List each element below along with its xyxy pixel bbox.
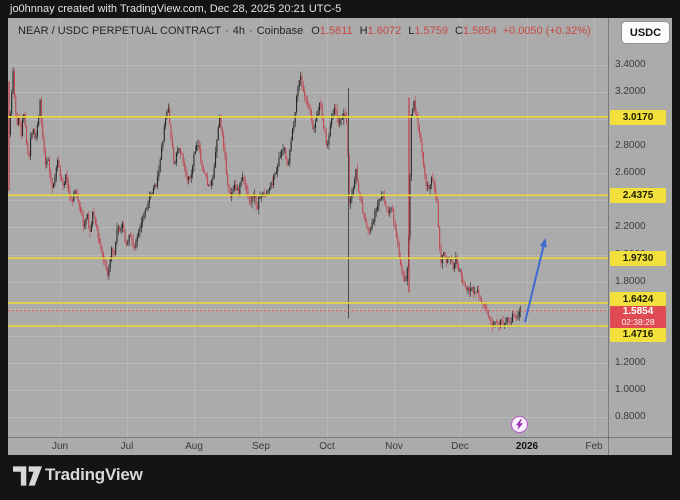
current-price-value: 1.5854 <box>622 306 654 317</box>
high-value: 1.6072 <box>367 25 402 37</box>
time-axis-month-label: Sep <box>252 441 270 452</box>
chart-panel: NEAR / USDC PERPETUAL CONTRACT · 4h · Co… <box>8 18 672 455</box>
time-axis-month-label: Nov <box>385 441 403 452</box>
price-tick-label: 2.6000 <box>615 167 646 179</box>
currency-toggle-button[interactable]: USDC <box>622 22 669 43</box>
time-axis-month-label: Dec <box>451 441 469 452</box>
price-tick-label: 2.8000 <box>615 140 646 152</box>
open-value: 1.5811 <box>319 25 353 37</box>
bar-countdown: 02:38:28 <box>621 317 655 327</box>
tradingview-brand-text: TradingView <box>45 465 143 484</box>
candlestick-canvas[interactable] <box>8 18 608 437</box>
current-price-tag: 1.5854 02:38:28 <box>610 306 666 328</box>
symbol-title: NEAR / USDC PERPETUAL CONTRACT <box>18 25 222 37</box>
low-key: L <box>408 25 415 37</box>
time-axis-month-label: Jun <box>51 441 69 452</box>
time-axis-month-label: Feb <box>585 441 603 452</box>
price-tick-label: 1.2000 <box>615 356 646 368</box>
price-tick-label: 0.8000 <box>615 410 646 422</box>
price-tick-label: 1.0000 <box>615 383 646 395</box>
price-tick-label: 1.8000 <box>615 275 646 287</box>
close-value: 1.5854 <box>462 25 497 37</box>
chart-legend[interactable]: NEAR / USDC PERPETUAL CONTRACT · 4h · Co… <box>18 25 591 37</box>
close-key: C <box>454 25 463 37</box>
separator-dot: · <box>249 25 253 37</box>
low-value: 1.5759 <box>414 25 448 37</box>
attribution-text: jo0hnnay created with TradingView.com, D… <box>10 3 342 15</box>
time-axis-month-label: Aug <box>185 441 203 452</box>
separator-dot: · <box>225 25 229 37</box>
tradingview-logo-icon <box>13 466 42 486</box>
interval-label: 4h <box>232 25 246 37</box>
open-key: O <box>311 25 320 37</box>
price-tick-label: 2.2000 <box>615 221 646 233</box>
level-price-tag: 1.6424 <box>610 291 666 307</box>
price-axis[interactable]: 1.5854 02:38:28 3.4000 3.2000 2.8000 2.6000… <box>608 18 672 455</box>
price-tick-label: 3.4000 <box>615 59 646 70</box>
exchange-label: Coinbase <box>256 25 304 37</box>
level-price-tag: 1.9730 <box>610 250 666 266</box>
event-marker[interactable] <box>511 416 528 433</box>
time-axis-year-label: 2026 <box>515 441 539 452</box>
change-value: +0.0050 (+0.32%) <box>502 25 591 37</box>
level-price-tag: 1.4716 <box>610 326 666 342</box>
level-price-tag: 3.0170 <box>610 109 666 125</box>
candlestick-plot-area[interactable] <box>8 18 608 437</box>
lightning-icon <box>515 419 524 430</box>
high-key: H <box>359 25 368 37</box>
time-axis-month-label: Oct <box>319 441 335 452</box>
footer: TradingView <box>0 455 680 500</box>
price-tick-label: 3.2000 <box>615 86 646 98</box>
time-axis[interactable]: Jun Jul Aug Sep Oct Nov Dec 2026 Feb <box>8 437 672 455</box>
ohlc-values: O1.5811 H1.6072 L1.5759 C1.5854 <box>311 25 496 37</box>
level-price-tag: 2.4375 <box>610 187 666 203</box>
time-axis-month-label: Jul <box>120 441 134 452</box>
